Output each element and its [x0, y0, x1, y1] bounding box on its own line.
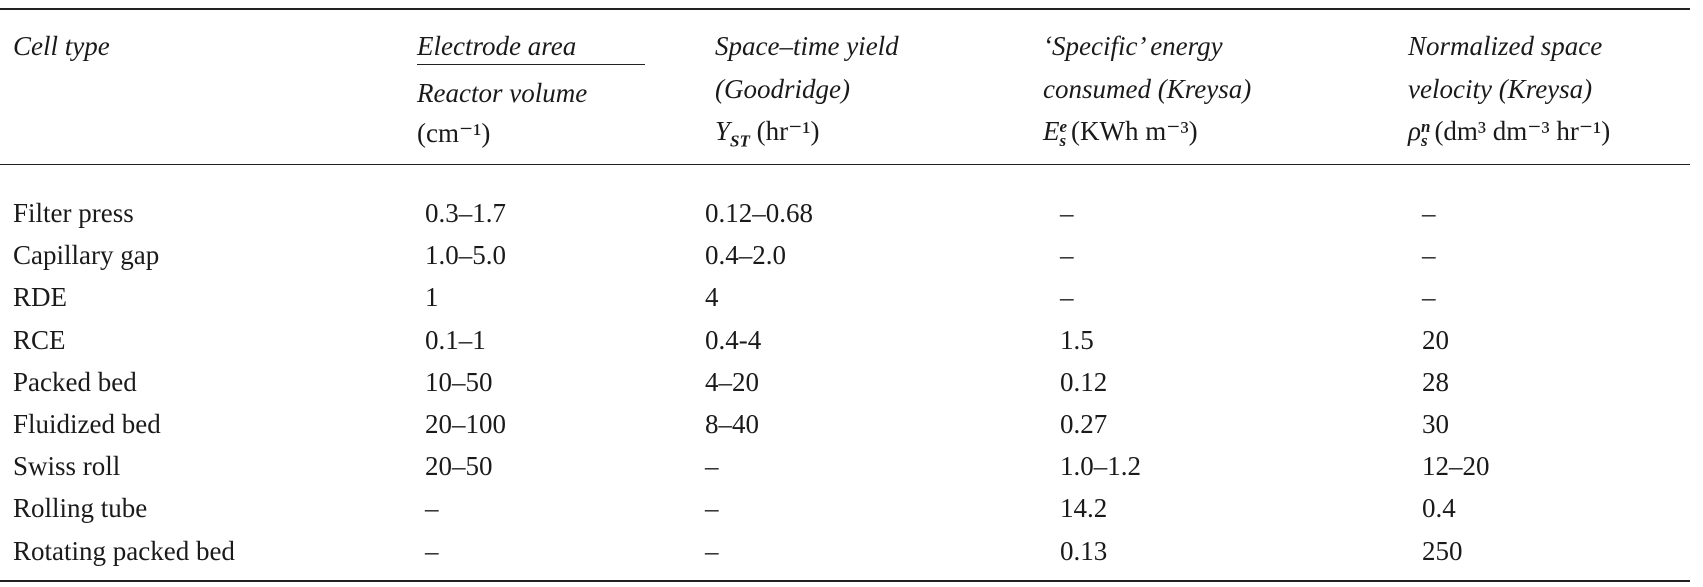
cell: 4–20	[705, 366, 759, 397]
symbol-unit: ρ n s (dm³ dm⁻³ hr⁻¹)	[1408, 116, 1611, 150]
unit: (cm⁻¹)	[417, 118, 491, 148]
cell: 0.3–1.7	[425, 198, 506, 228]
cell: 30	[1422, 409, 1449, 439]
cell: 0.12	[1060, 366, 1108, 397]
cell: 8–40	[705, 409, 759, 439]
bottom-rule	[0, 580, 1690, 582]
row-label: Rotating packed bed	[13, 535, 235, 566]
cell: –	[705, 451, 719, 482]
symbol-sup: e	[1059, 116, 1068, 136]
cell: 14.2	[1060, 493, 1108, 524]
cell: 1.5	[1060, 324, 1094, 355]
column-header: Electrode area	[417, 31, 577, 61]
cell: 250	[1422, 535, 1463, 566]
symbol-sup: n	[1420, 116, 1431, 136]
cell: –	[1422, 282, 1436, 313]
symbol-unit: YST (hr⁻¹)	[715, 116, 819, 156]
row-label: Capillary gap	[13, 240, 160, 271]
cell: 4	[705, 282, 719, 313]
cell: 0.1–1	[425, 324, 486, 355]
row-label: RDE	[13, 282, 67, 313]
cell: –	[1060, 198, 1074, 228]
cell: –	[1060, 240, 1074, 271]
column-header: Cell type	[13, 31, 110, 61]
row-label: Packed bed	[13, 366, 137, 397]
cell: 0.12–0.68	[705, 198, 813, 228]
column-header: (Goodridge)	[715, 74, 850, 104]
cell: 20	[1422, 324, 1449, 355]
cell: 1.0–5.0	[425, 240, 506, 271]
cell: 20–100	[425, 409, 506, 439]
cell: –	[1422, 240, 1436, 271]
column-header: ‘Specific’ energy	[1043, 31, 1223, 61]
unit: (hr⁻¹)	[756, 116, 820, 146]
cell: –	[425, 535, 439, 566]
unit: (dm³ dm⁻³ hr⁻¹)	[1434, 116, 1611, 146]
row-label: Rolling tube	[13, 493, 148, 524]
top-rule	[0, 8, 1690, 10]
unit: (KWh m⁻³)	[1071, 116, 1198, 146]
cell: 0.4	[1422, 493, 1456, 524]
row-label: Filter press	[13, 198, 134, 228]
symbol-sub: s	[1059, 130, 1067, 150]
row-label: Fluidized bed	[13, 409, 161, 439]
cell: –	[705, 493, 719, 524]
column-header: velocity (Kreysa)	[1408, 74, 1593, 104]
symbol: ρ	[1408, 116, 1421, 146]
row-label: Swiss roll	[13, 451, 121, 482]
column-header: consumed (Kreysa)	[1043, 74, 1252, 104]
column-header: Reactor volume	[417, 78, 588, 108]
symbol-sub: ST	[730, 131, 750, 151]
cell: 0.4–2.0	[705, 240, 786, 271]
symbol-sub: s	[1420, 130, 1428, 150]
symbol: E	[1043, 116, 1060, 146]
cell: –	[1422, 198, 1436, 228]
header-rule	[0, 164, 1690, 165]
cell: 0.13	[1060, 535, 1108, 566]
fraction-line	[417, 64, 645, 65]
symbol: Y	[715, 116, 731, 146]
cell: –	[1060, 282, 1074, 313]
column-header: Space–time yield	[715, 31, 899, 61]
cell: 0.27	[1060, 409, 1108, 439]
cell: 1.0–1.2	[1060, 451, 1141, 482]
cell: –	[705, 535, 719, 566]
cell: 10–50	[425, 366, 493, 397]
column-header: Normalized space	[1408, 31, 1603, 61]
cell: 28	[1422, 366, 1449, 397]
cell: 20–50	[425, 451, 493, 482]
cell: 0.4-4	[705, 324, 762, 355]
cell: 1	[425, 282, 439, 313]
cell: –	[425, 493, 439, 524]
cell: 12–20	[1422, 451, 1490, 482]
row-label: RCE	[13, 324, 66, 355]
